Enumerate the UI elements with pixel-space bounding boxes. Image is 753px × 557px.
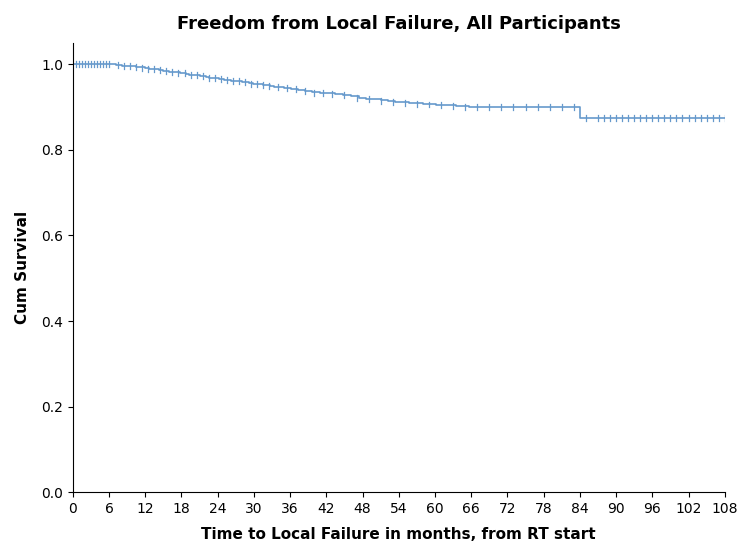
- X-axis label: Time to Local Failure in months, from RT start: Time to Local Failure in months, from RT…: [202, 527, 596, 542]
- Title: Freedom from Local Failure, All Participants: Freedom from Local Failure, All Particip…: [177, 15, 620, 33]
- Y-axis label: Cum Survival: Cum Survival: [15, 211, 30, 324]
